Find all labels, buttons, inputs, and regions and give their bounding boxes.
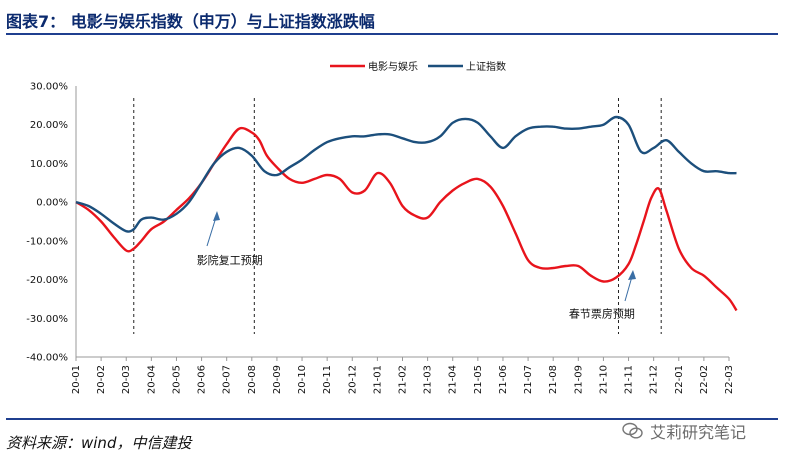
legend-label-film: 电影与娱乐	[368, 60, 418, 73]
x-tick-label: 20-08	[247, 365, 258, 394]
x-tick-label: 20-04	[146, 365, 157, 394]
x-tick-label: 21-11	[624, 365, 635, 394]
x-tick-label: 20-09	[272, 365, 283, 394]
y-tick-label: 30.00%	[30, 82, 68, 93]
annotation-spring-festival: 春节票房预期	[569, 307, 635, 320]
y-tick-label: 0.00%	[36, 198, 68, 209]
y-tick-label: 20.00%	[30, 120, 68, 131]
y-tick-labels: 30.00% 20.00% 10.00% 0.00% -10.00% -20.00% -30…	[26, 82, 68, 364]
legend-label-index: 上证指数	[466, 60, 506, 73]
title-bar: 图表7： 电影与娱乐指数（申万）与上证指数涨跌幅	[6, 6, 778, 32]
watermark: 艾莉研究笔记	[622, 420, 746, 442]
series-line-film	[75, 126, 738, 312]
x-tick-label: 22-01	[674, 365, 685, 394]
x-tick-label: 20-12	[347, 365, 358, 394]
x-tick-label: 21-05	[473, 365, 484, 394]
x-tick-label: 20-07	[222, 365, 233, 394]
x-tick-label: 21-12	[649, 365, 660, 394]
event-lines	[133, 98, 662, 334]
watermark-text: 艾莉研究笔记	[650, 423, 747, 442]
x-tick-label: 20-11	[322, 365, 333, 394]
y-tick-label: -10.00%	[26, 236, 68, 247]
x-tick-label: 21-04	[448, 365, 459, 394]
x-tick-label: 20-03	[121, 365, 132, 394]
title-divider	[6, 33, 778, 35]
x-tick-label: 22-02	[699, 365, 710, 394]
series-lines	[75, 115, 738, 312]
source-note: 资料来源：wind，中信建投	[6, 434, 192, 452]
figure-title: 图表7： 电影与娱乐指数（申万）与上证指数涨跌幅	[6, 12, 375, 31]
annotation-arrowhead	[628, 270, 636, 280]
annotation-cinema-reopen: 影院复工预期	[197, 253, 263, 267]
x-tick-label: 21-06	[498, 365, 509, 394]
x-tick-label: 21-09	[573, 365, 584, 394]
wechat-icon	[622, 422, 643, 439]
x-tick-label: 22-03	[724, 365, 735, 394]
x-tick-label: 21-07	[523, 365, 534, 394]
x-tick-label: 21-10	[598, 365, 609, 394]
y-tick-label: -20.00%	[26, 275, 68, 286]
series-line-index	[75, 115, 737, 233]
footer-divider	[6, 418, 778, 420]
line-chart: 30.00% 20.00% 10.00% 0.00% -10.00% -20.00% -30…	[26, 60, 738, 394]
annotation-arrowhead	[213, 211, 220, 221]
x-tick-label: 21-03	[423, 365, 434, 394]
x-tick-labels: 20-01 20-02 20-03 20-04 20-05 20-06 20-07 20-08…	[71, 365, 735, 394]
y-tick-label: 10.00%	[30, 159, 68, 170]
x-tick-label: 21-01	[372, 365, 383, 394]
x-tick-label: 21-02	[398, 365, 409, 394]
x-tick-label: 20-01	[71, 365, 82, 394]
y-tick-label: -40.00%	[26, 353, 68, 364]
x-tick-label: 20-02	[96, 365, 107, 394]
x-tick-label: 20-05	[171, 365, 182, 394]
x-tick-label: 20-06	[197, 365, 208, 394]
y-tick-label: -30.00%	[26, 314, 68, 325]
x-tick-label: 20-10	[297, 365, 308, 394]
legend: 电影与娱乐 上证指数	[330, 60, 506, 73]
chart-axes	[75, 86, 730, 361]
x-tick-label: 21-08	[548, 365, 559, 394]
